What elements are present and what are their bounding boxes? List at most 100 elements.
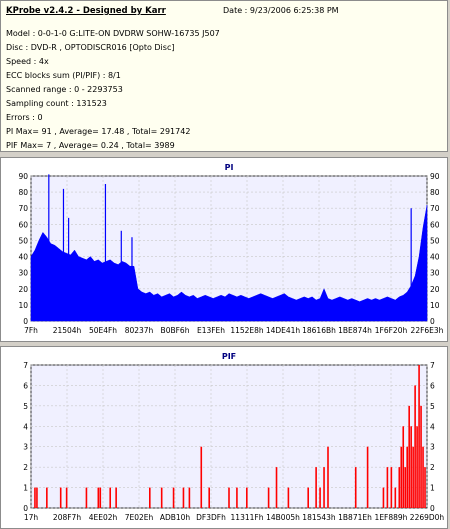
pif-bar <box>115 487 117 508</box>
pif-bar <box>236 487 238 508</box>
pif-bar <box>200 446 203 508</box>
y-tick-label-left: 20 <box>18 285 28 294</box>
pif-bar <box>287 487 290 508</box>
x-tick-label: DF3DFh <box>196 513 226 522</box>
x-tick-label: 181543h <box>302 513 336 522</box>
x-tick-label: 11311Fh <box>231 513 264 522</box>
y-tick-label-right: 20 <box>430 285 440 294</box>
errors-line: Errors : 0 <box>6 113 43 122</box>
y-tick-label-left: 10 <box>18 301 28 310</box>
y-tick-label-right: 1 <box>430 484 435 493</box>
pif-bar <box>398 467 401 508</box>
pif-bar <box>46 487 48 508</box>
pif-bar <box>354 467 357 508</box>
chart-title: PIF <box>222 352 236 361</box>
y-tick-label-right: 6 <box>430 381 435 390</box>
pif-chart: PIF 0 0 1 1 2 2 3 3 4 4 5 5 6 6 7 7 17h 208F7h 4EE02h 7E02Eh… <box>23 352 444 522</box>
y-tick-label-left: 40 <box>18 253 28 262</box>
pif-bar <box>319 487 321 508</box>
y-tick-label-left: 50 <box>18 236 28 245</box>
y-tick-label-right: 2 <box>430 463 435 472</box>
pif-bar <box>390 467 393 508</box>
model-line: Model : 0-0-1-0 G:LITE-ON DVDRW SOHW-167… <box>6 29 220 38</box>
sampling-line: Sampling count : 131523 <box>6 99 107 108</box>
x-tick-label: 17h <box>24 513 39 522</box>
pi-series-area <box>30 204 428 322</box>
y-tick-label-right: 3 <box>430 443 435 452</box>
disc-line: Disc : DVD-R , OPTODISCR016 [Opto Disc] <box>6 43 175 52</box>
x-tick-label: 80237h <box>125 326 154 335</box>
y-tick-label-right: 70 <box>430 204 440 213</box>
x-tick-label: 1152E8h <box>230 326 264 335</box>
pif-bar <box>424 467 426 508</box>
y-tick-label-right: 0 <box>430 504 435 513</box>
pif-bar <box>416 426 418 508</box>
pif-bar <box>228 487 230 508</box>
pif-bar <box>382 487 385 508</box>
x-tick-label: 4EE02h <box>89 513 118 522</box>
pif-bar <box>422 446 424 508</box>
x-tick-label: ADB10h <box>160 513 191 522</box>
pi-chart-panel: PI 0 0 10 10 20 20 30 30 40 40 50 50 60 60 70 70 80 80 90 90… <box>0 157 448 342</box>
y-tick-label-right: 5 <box>430 402 435 411</box>
x-tick-label: 1B871Eh <box>338 513 372 522</box>
pif-bar <box>208 487 210 508</box>
y-tick-label-right: 60 <box>430 220 440 229</box>
y-tick-label-left: 70 <box>18 204 28 213</box>
pif-bar <box>275 467 278 508</box>
pif-bar <box>34 487 36 508</box>
range-line: Scanned range : 0 - 2293753 <box>6 85 123 94</box>
pif-bar <box>188 487 191 508</box>
pif-bar <box>97 487 100 508</box>
pif-bar <box>327 446 329 508</box>
y-tick-label-left: 90 <box>18 172 28 181</box>
x-tick-label: 7Fh <box>24 326 38 335</box>
x-tick-label: B0BF6h <box>161 326 190 335</box>
y-tick-label-right: 0 <box>430 317 435 326</box>
pif-bar <box>410 426 412 508</box>
pi-summary-line: PI Max= 91 , Average= 17.48 , Total= 291… <box>6 127 191 136</box>
x-tick-label: 18616Bh <box>302 326 336 335</box>
pif-bar <box>109 487 111 508</box>
app-title: KProbe v2.4.2 - Designed by Karr <box>6 6 166 16</box>
y-tick-label-left: 4 <box>23 422 28 431</box>
x-tick-label: 1F6F20h <box>375 326 408 335</box>
pif-bar <box>315 467 317 508</box>
y-tick-label-right: 40 <box>430 253 440 262</box>
pif-bar <box>412 446 414 508</box>
y-tick-label-left: 1 <box>23 484 28 493</box>
pif-bar <box>36 487 38 508</box>
pif-bar <box>172 487 175 508</box>
pif-bar <box>149 487 151 508</box>
y-tick-label-left: 30 <box>18 269 28 278</box>
x-tick-label: 7E02Eh <box>125 513 154 522</box>
x-tick-label: 208F7h <box>53 513 81 522</box>
pif-bar <box>267 487 270 508</box>
pif-summary-line: PIF Max= 7 , Average= 0.24 , Total= 3989 <box>6 141 175 150</box>
y-tick-label-right: 80 <box>430 188 440 197</box>
pif-bar <box>59 487 62 508</box>
pif-bar <box>420 405 422 508</box>
chart-title: PI <box>225 163 234 172</box>
y-tick-label-left: 7 <box>23 361 28 370</box>
pi-chart: PI 0 0 10 10 20 20 30 30 40 40 50 50 60 60 70 70 80 80 90 90… <box>18 163 443 335</box>
y-tick-label-right: 30 <box>430 269 440 278</box>
y-tick-label-left: 0 <box>23 317 28 326</box>
pif-bar <box>160 487 163 508</box>
x-tick-label: 1EF889h <box>375 513 408 522</box>
pif-bar <box>408 405 410 508</box>
speed-line: Speed : 4x <box>6 57 49 66</box>
x-tick-label: 14B005h <box>266 513 300 522</box>
pif-bar <box>182 487 185 508</box>
x-tick-label: 1BE874h <box>338 326 372 335</box>
y-tick-label-left: 60 <box>18 220 28 229</box>
y-tick-label-right: 90 <box>430 172 440 181</box>
x-tick-label: 50E4Fh <box>89 326 117 335</box>
pif-bar <box>323 467 325 508</box>
y-tick-label-left: 6 <box>23 381 28 390</box>
y-tick-label-left: 5 <box>23 402 28 411</box>
pif-bar <box>394 487 397 508</box>
x-tick-label: 14DE41h <box>266 326 301 335</box>
pif-bar <box>400 446 403 508</box>
pif-bar <box>418 365 420 508</box>
